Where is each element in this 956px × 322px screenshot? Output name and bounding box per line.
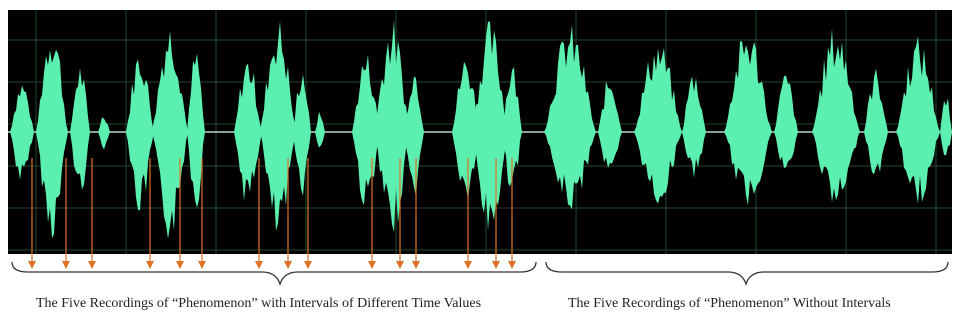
waveform-burst: [98, 117, 110, 150]
waveform-burst: [315, 111, 325, 148]
brace-right: [545, 261, 949, 287]
arrow-head: [62, 261, 70, 269]
interval-arrows: [28, 158, 516, 269]
arrow-head: [88, 261, 96, 269]
waveform-burst: [126, 59, 154, 211]
waveform-burst: [374, 20, 410, 233]
waveform-burst: [472, 21, 508, 231]
waveform-burst: [234, 63, 262, 201]
caption-without-intervals: The Five Recordings of “Phenomenon” With…: [568, 296, 891, 311]
waveform-burst: [598, 81, 622, 168]
waveform-burst: [404, 76, 424, 197]
waveform-burst: [452, 61, 480, 200]
waveform-burst: [682, 76, 706, 178]
waveform-burst: [812, 28, 860, 203]
waveform-burst: [152, 30, 188, 239]
waveform-burst: [544, 24, 596, 210]
arrow-head: [464, 261, 472, 269]
arrow-head: [368, 261, 376, 269]
waveform-burst: [352, 54, 380, 205]
waveform-bursts: [10, 20, 952, 239]
arrow-head: [146, 261, 154, 269]
arrow-head: [198, 261, 206, 269]
waveform-burst: [502, 67, 522, 187]
waveform-burst: [940, 98, 952, 156]
waveform-burst: [10, 85, 34, 180]
arrow-head: [284, 261, 292, 269]
waveform-burst: [36, 49, 68, 239]
arrow-head: [508, 261, 516, 269]
arrow-head: [28, 261, 36, 269]
waveform-burst: [260, 21, 296, 232]
waveform-burst: [724, 41, 772, 206]
arrow-head: [396, 261, 404, 269]
waveform-burst: [896, 36, 940, 204]
waveform-burst: [774, 75, 798, 168]
waveform-burst: [634, 48, 682, 204]
waveform-burst: [864, 68, 888, 175]
brace-left: [11, 261, 537, 287]
caption-with-intervals: The Five Recordings of “Phenomenon” with…: [36, 296, 482, 311]
waveform-burst: [187, 53, 205, 208]
waveform-burst: [293, 74, 311, 196]
arrow-head: [412, 261, 420, 269]
arrow-head: [176, 261, 184, 269]
arrow-head: [255, 261, 263, 269]
arrow-head: [304, 261, 312, 269]
waveform-burst: [70, 68, 90, 190]
arrow-head: [492, 261, 500, 269]
